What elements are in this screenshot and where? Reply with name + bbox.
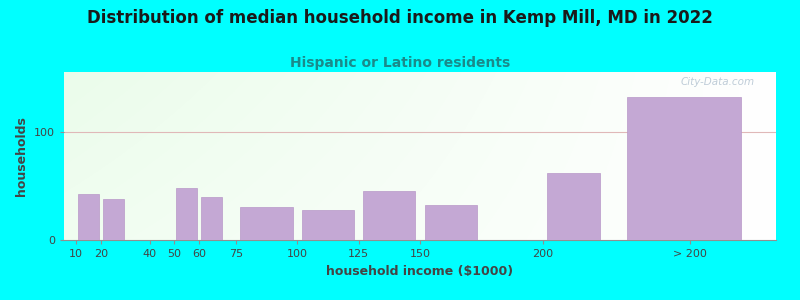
Bar xyxy=(547,173,599,240)
Bar xyxy=(241,208,293,240)
Bar xyxy=(201,196,222,240)
Bar xyxy=(176,188,197,240)
Bar xyxy=(626,97,742,240)
Y-axis label: households: households xyxy=(15,116,29,196)
Bar xyxy=(302,210,354,240)
X-axis label: household income ($1000): household income ($1000) xyxy=(326,265,514,278)
Text: Distribution of median household income in Kemp Mill, MD in 2022: Distribution of median household income … xyxy=(87,9,713,27)
Text: Hispanic or Latino residents: Hispanic or Latino residents xyxy=(290,56,510,70)
Bar xyxy=(363,191,415,240)
Bar xyxy=(425,205,477,240)
Text: City-Data.com: City-Data.com xyxy=(681,77,754,87)
Bar xyxy=(102,199,123,240)
Bar xyxy=(78,194,99,240)
